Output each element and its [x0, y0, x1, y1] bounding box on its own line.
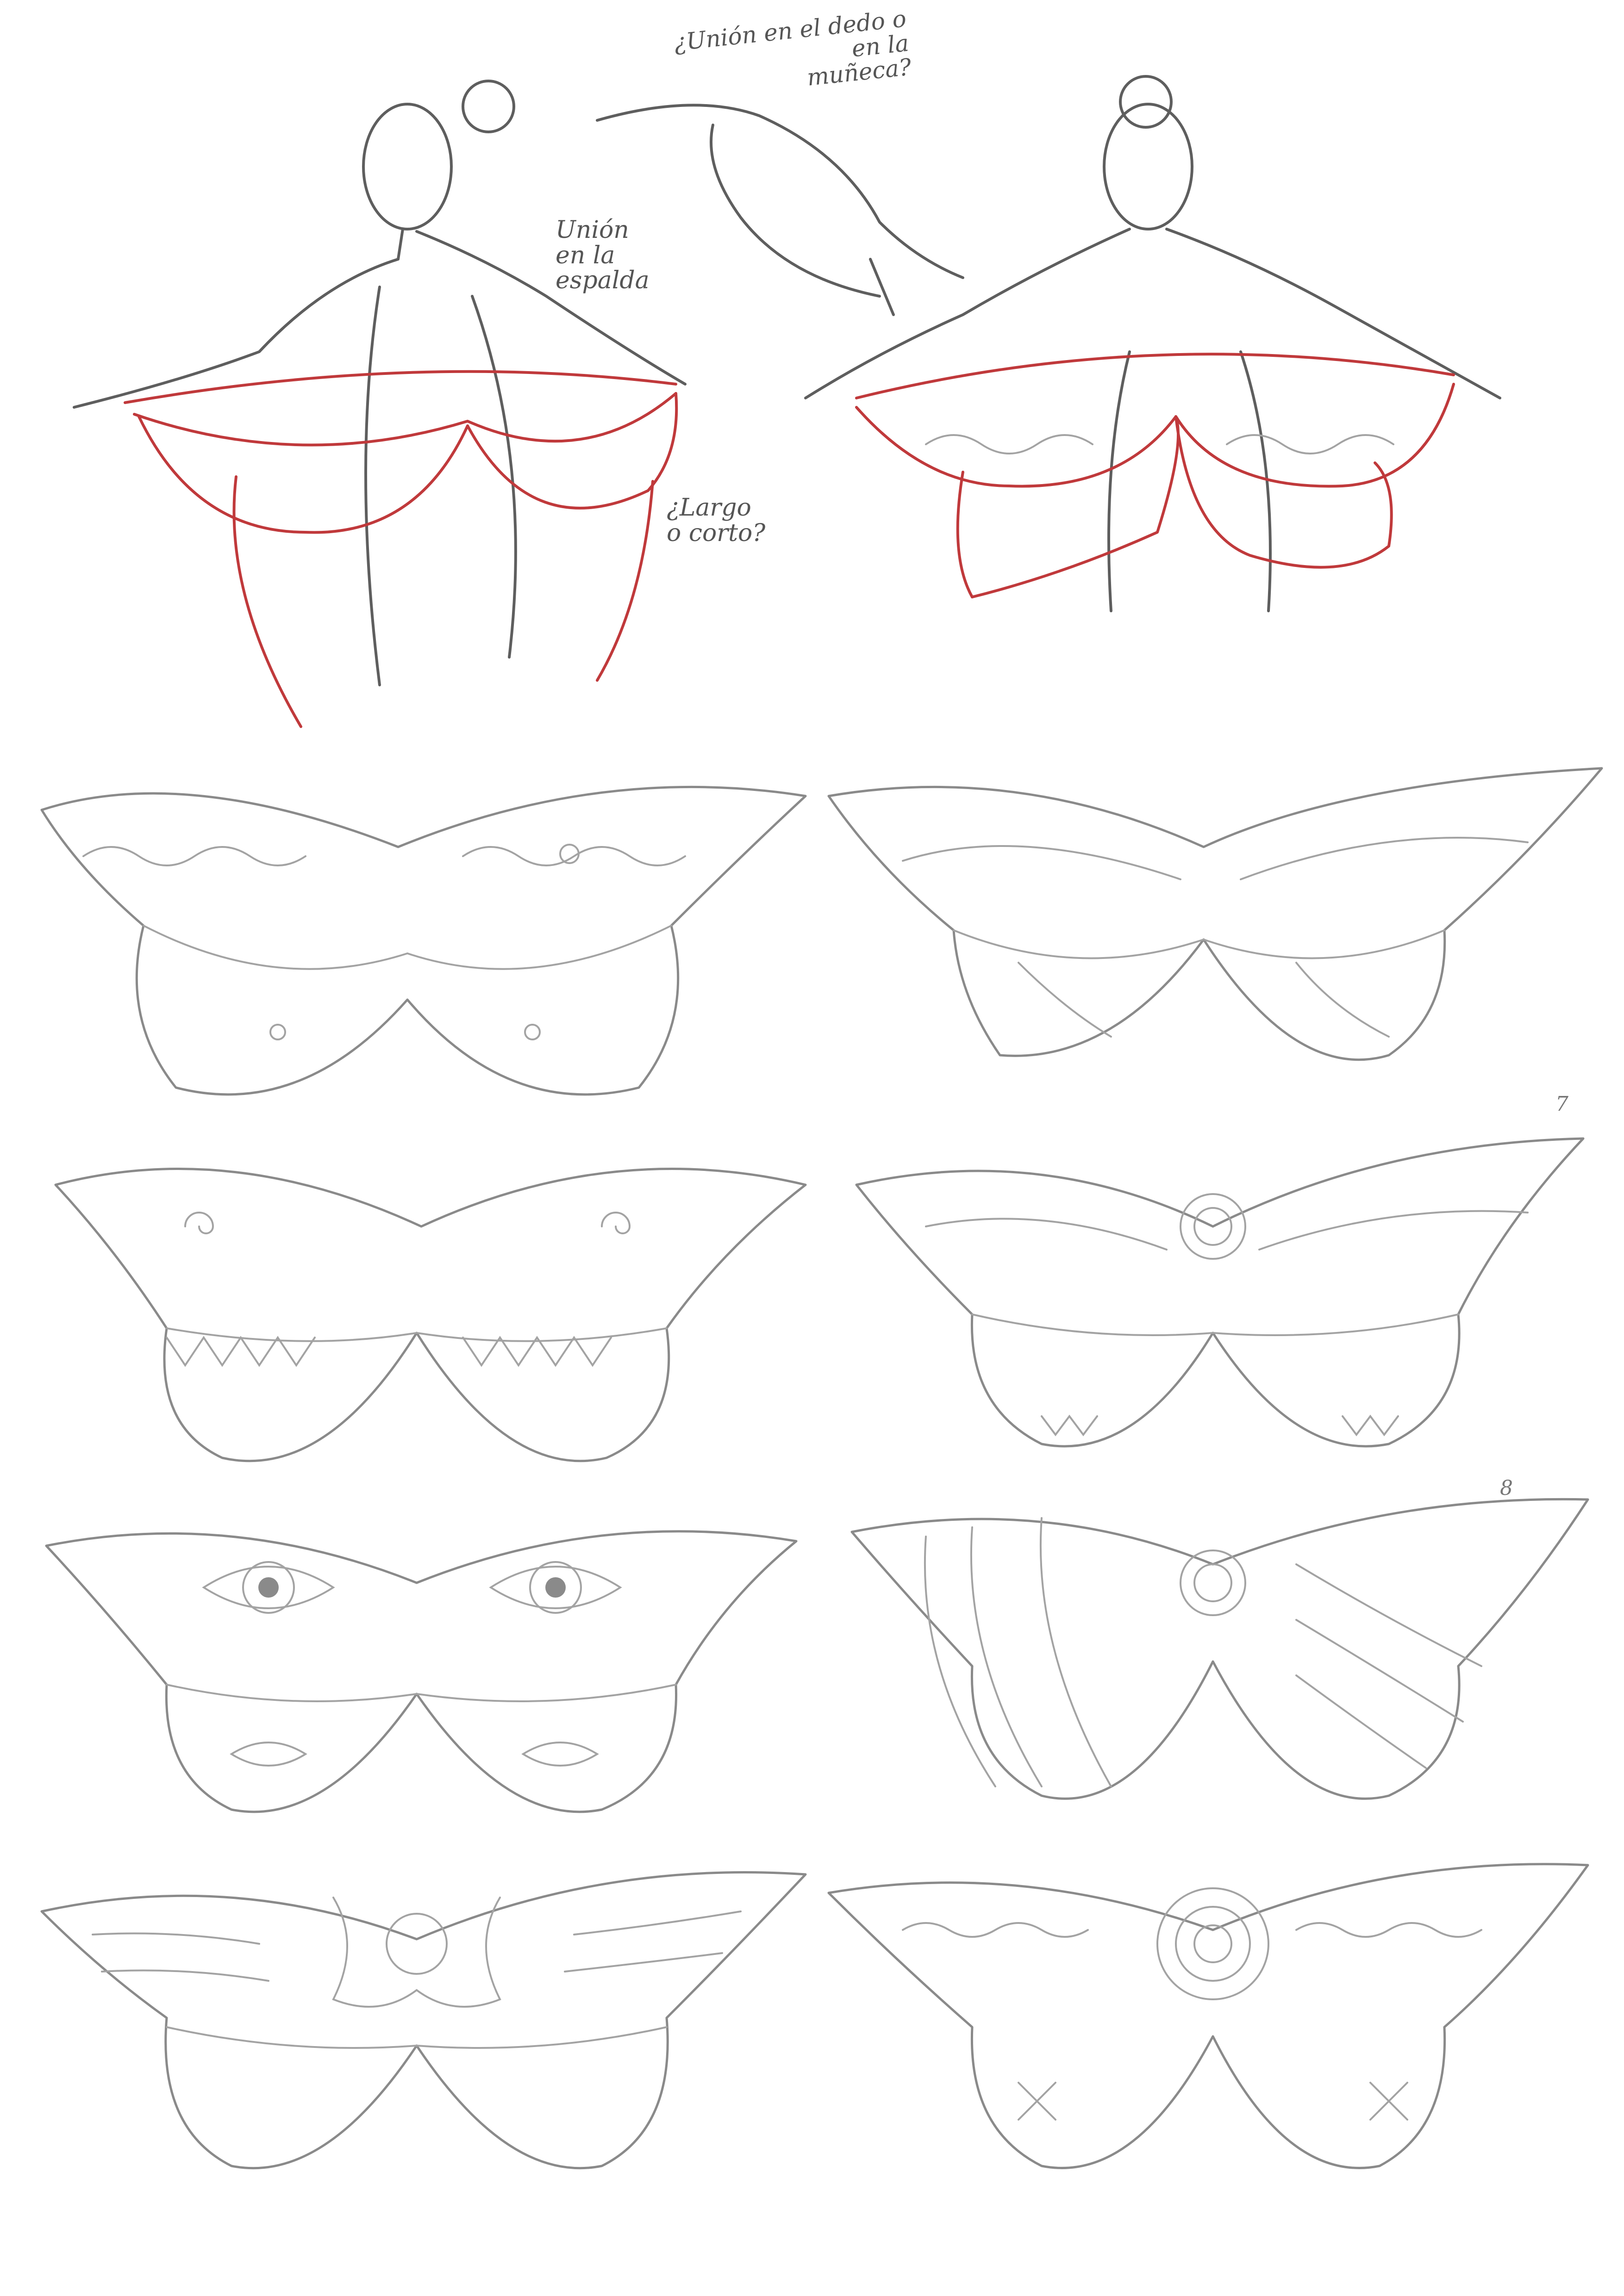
- design-mark-7: 7: [1555, 1092, 1568, 1116]
- hand-sketch: [596, 104, 964, 316]
- cape-design-2: [827, 767, 1603, 1061]
- cape-design-8: [827, 1863, 1589, 2169]
- annotation-back-join: Unión en la espalda: [556, 216, 650, 295]
- cape-design-5: [45, 1530, 798, 1813]
- figure-sketch-left: [73, 80, 687, 728]
- cape-design-6: [850, 1498, 1589, 1800]
- design-mark-8: 8: [1500, 1476, 1513, 1500]
- cape-design-3: [54, 1168, 807, 1462]
- cape-design-7: [40, 1871, 807, 2170]
- annotation-long-or-short: ¿Largo o corto?: [667, 494, 766, 547]
- cape-design-4: [855, 1137, 1585, 1448]
- figure-sketch-right: [804, 75, 1501, 612]
- cape-design-1: [40, 785, 807, 1096]
